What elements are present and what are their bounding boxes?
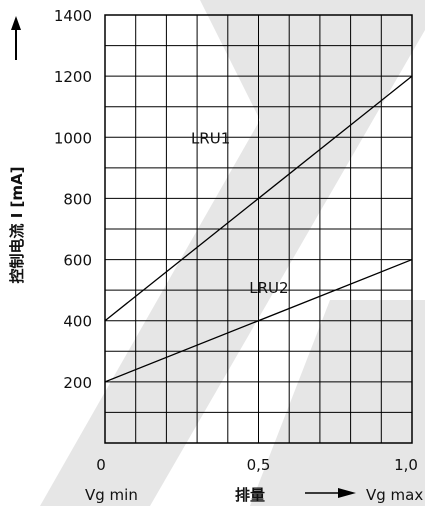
x-max-label: Vg max — [366, 486, 423, 504]
grid — [105, 15, 412, 443]
y-tick-label: 400 — [63, 313, 92, 331]
series-lines: LRU1 LRU2 — [104, 75, 413, 383]
y-tick-label: 1200 — [54, 68, 92, 86]
watermark-stroke-1 — [40, 0, 425, 506]
x-tick-label: 0 — [96, 456, 106, 474]
x-tick-label: 1,0 — [394, 456, 418, 474]
plot-border — [104, 14, 413, 444]
y-tick-label: 600 — [63, 252, 92, 270]
watermark-stroke-2 — [250, 300, 425, 506]
x-axis-arrow — [305, 488, 356, 498]
y-tick-label: 1400 — [54, 7, 92, 25]
y-axis-arrow — [11, 16, 21, 60]
y-axis-label: 控制电流 I [mA] — [8, 167, 26, 284]
series-line-lru1 — [104, 75, 413, 322]
series-label-lru1: LRU1 — [191, 129, 230, 147]
plot-frame — [104, 14, 413, 444]
x-tick-labels: 0 0,5 1,0 — [96, 456, 418, 474]
x-axis-label: 排量 — [235, 486, 265, 504]
series-label-lru2: LRU2 — [249, 279, 288, 297]
y-tick-labels: 200 400 600 800 1000 1200 1400 — [54, 7, 92, 392]
x-min-label: Vg min — [85, 486, 138, 504]
y-tick-label: 1000 — [54, 129, 92, 147]
y-tick-label: 200 — [63, 374, 92, 392]
y-tick-label: 800 — [63, 190, 92, 208]
series-line-lru2 — [104, 258, 413, 383]
x-tick-label: 0,5 — [247, 456, 271, 474]
